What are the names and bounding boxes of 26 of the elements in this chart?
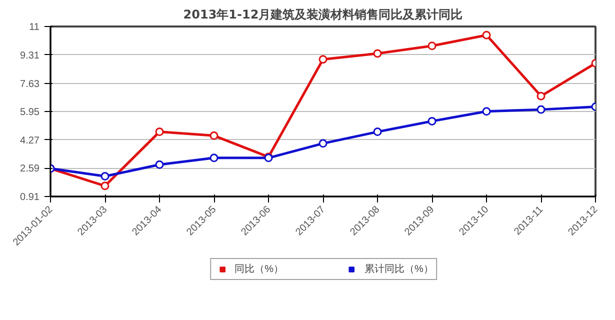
y-tick-label: 7.63: [20, 78, 40, 90]
point: [318, 55, 328, 64]
point: [100, 172, 110, 181]
point: [536, 92, 546, 100]
point: [536, 105, 546, 114]
point: [210, 154, 218, 162]
point: [482, 30, 491, 40]
chart-title: 2013年1-12月建筑及装潢材料销售同比及累计同比: [183, 8, 463, 22]
point: [428, 42, 436, 50]
point: [318, 139, 328, 148]
legend-label: 同比（%）: [234, 262, 284, 276]
point: [155, 128, 164, 136]
y-tick-label: 11: [29, 22, 40, 33]
legend-label: 累计同比（%）: [364, 262, 434, 276]
y-tick-label: 9.31: [20, 50, 40, 62]
y-tick-label: 0.91: [20, 192, 40, 203]
y-tick-label: 4.27: [20, 135, 40, 146]
point: [482, 107, 491, 116]
point: [428, 116, 436, 126]
point: [155, 160, 164, 169]
point: [373, 49, 382, 58]
y-tick-label: 5.95: [20, 107, 40, 118]
point: [373, 128, 382, 136]
y-tick-label: 2.59: [20, 164, 40, 175]
point: [210, 131, 218, 140]
point: [100, 182, 110, 190]
